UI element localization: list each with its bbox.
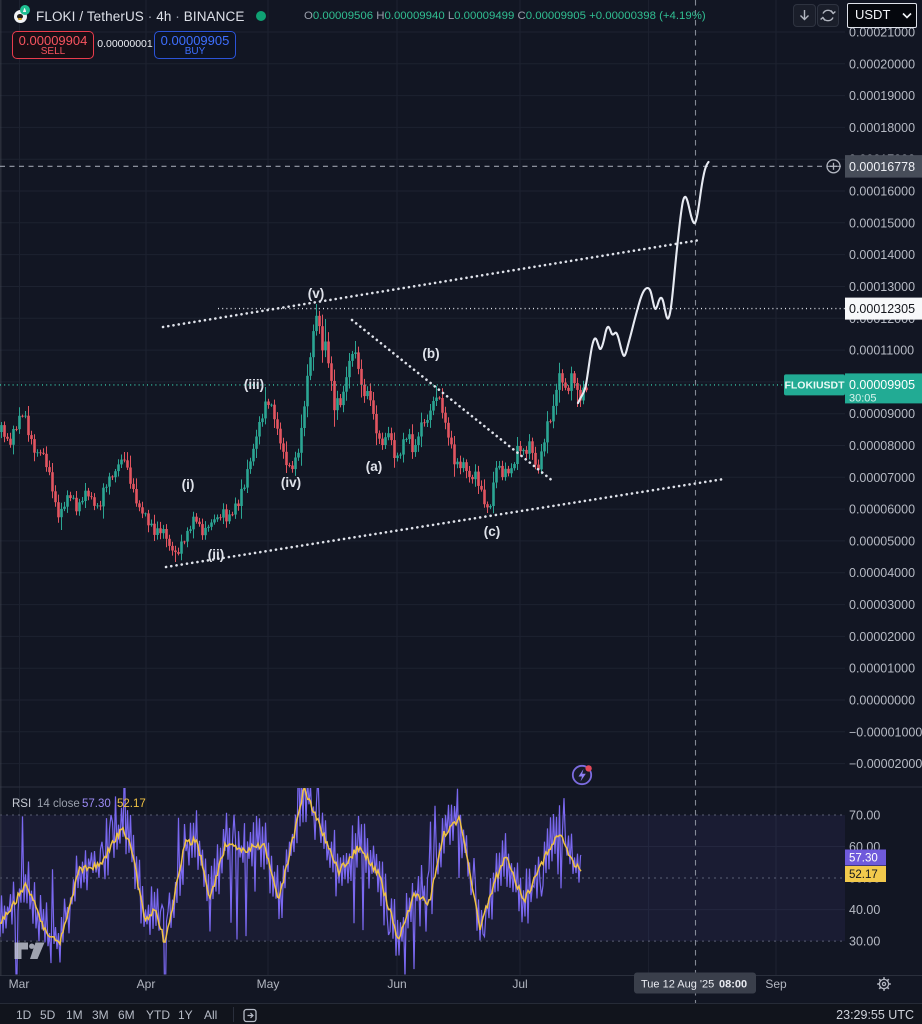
svg-text:(ii): (ii): [208, 547, 225, 562]
svg-text:(b): (b): [422, 346, 439, 361]
svg-text:May: May: [257, 977, 280, 991]
svg-text:0.00002000: 0.00002000: [849, 630, 915, 644]
svg-text:0.00008000: 0.00008000: [849, 439, 915, 453]
svg-text:30:05: 30:05: [849, 392, 877, 404]
svg-text:(v): (v): [308, 286, 325, 301]
svg-text:08:00: 08:00: [719, 979, 747, 991]
svg-text:Jun: Jun: [387, 977, 406, 991]
svg-text:0.00001000: 0.00001000: [849, 662, 915, 676]
svg-text:Tue 12 Aug '25: Tue 12 Aug '25: [641, 979, 714, 991]
svg-text:0.00009905: 0.00009905: [849, 378, 915, 392]
svg-text:RSI: RSI: [12, 798, 31, 810]
svg-text:0.00019000: 0.00019000: [849, 89, 915, 103]
svg-text:40.00: 40.00: [849, 903, 880, 917]
svg-text:14 close: 14 close: [37, 798, 80, 810]
svg-text:0.00011000: 0.00011000: [849, 344, 914, 358]
svg-text:0.00003000: 0.00003000: [849, 598, 915, 612]
svg-text:−0.00001000: −0.00001000: [849, 725, 922, 739]
svg-text:0.00016778: 0.00016778: [849, 160, 915, 174]
svg-text:Sep: Sep: [765, 977, 787, 991]
svg-text:0.00009000: 0.00009000: [849, 407, 915, 421]
svg-text:0.00016000: 0.00016000: [849, 185, 915, 199]
svg-text:(i): (i): [182, 477, 195, 492]
svg-text:52.17: 52.17: [117, 798, 146, 810]
svg-text:0.00007000: 0.00007000: [849, 471, 915, 485]
svg-text:(iv): (iv): [281, 475, 301, 490]
svg-text:0.00013000: 0.00013000: [849, 280, 915, 294]
svg-text:Jul: Jul: [512, 977, 527, 991]
svg-text:(a): (a): [366, 459, 383, 474]
svg-text:0.00000000: 0.00000000: [849, 694, 915, 708]
svg-text:0.00020000: 0.00020000: [849, 57, 915, 71]
svg-text:57.30: 57.30: [849, 853, 878, 865]
svg-text:(iii): (iii): [244, 377, 264, 392]
svg-text:Apr: Apr: [137, 977, 156, 991]
svg-text:70.00: 70.00: [849, 809, 880, 823]
svg-text:(c): (c): [484, 524, 501, 539]
svg-text:−0.00002000: −0.00002000: [849, 757, 922, 771]
svg-text:57.30: 57.30: [82, 798, 111, 810]
svg-text:0.00021000: 0.00021000: [849, 26, 915, 40]
svg-text:0.00015000: 0.00015000: [849, 216, 915, 230]
svg-text:0.00018000: 0.00018000: [849, 121, 915, 135]
svg-text:0.00005000: 0.00005000: [849, 534, 915, 548]
svg-text:30.00: 30.00: [849, 935, 880, 949]
svg-text:0.00006000: 0.00006000: [849, 503, 915, 517]
svg-text:Mar: Mar: [9, 977, 30, 991]
svg-text:0.00014000: 0.00014000: [849, 248, 915, 262]
svg-text:FLOKIUSDT: FLOKIUSDT: [784, 380, 845, 392]
svg-text:52.17: 52.17: [849, 869, 878, 881]
svg-text:0.00012305: 0.00012305: [849, 302, 915, 316]
svg-text:0.00004000: 0.00004000: [849, 566, 915, 580]
